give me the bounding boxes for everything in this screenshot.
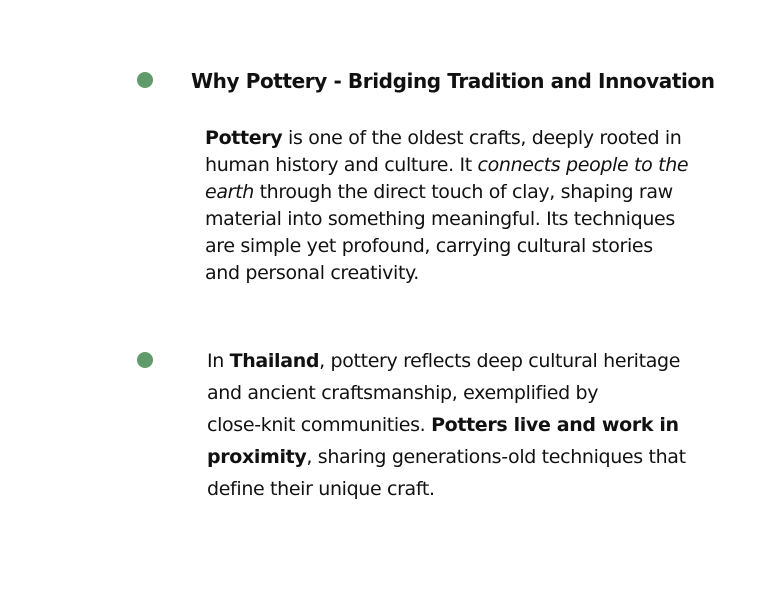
thailand-paragraph: In Thailand, pottery reflects deep cultu… <box>207 345 762 505</box>
green-dot-bullet-icon <box>137 72 153 88</box>
pottery-paragraph: Pottery is one of the oldest crafts, dee… <box>205 125 760 287</box>
text-run: close-knit communities. <box>207 414 432 436</box>
bold-term: Potters live and work in <box>431 414 679 436</box>
bold-term: proximity <box>207 446 307 468</box>
text-run: is one of the oldest crafts, deeply root… <box>282 127 682 149</box>
italic-phrase: connects people to the <box>477 154 689 176</box>
text-run: , sharing generations-old techniques tha… <box>306 446 686 468</box>
paragraph-line: define their unique craft. <box>207 478 435 500</box>
green-dot-bullet-icon <box>137 352 153 368</box>
text-run: In <box>207 350 230 372</box>
text-run: human history and culture. It <box>205 154 478 176</box>
paragraph-line: human history and culture. It connects p… <box>205 152 760 179</box>
paragraph-line: proximity, sharing generations-old techn… <box>207 441 762 473</box>
italic-phrase: earth <box>205 181 254 203</box>
paragraph-line: In Thailand, pottery reflects deep cultu… <box>207 345 762 377</box>
paragraph-line: Pottery is one of the oldest crafts, dee… <box>205 125 760 152</box>
text-run: , pottery reflects deep cultural heritag… <box>319 350 681 372</box>
paragraph-line: and personal creativity. <box>205 262 419 284</box>
paragraph-line: are simple yet profound, carrying cultur… <box>205 235 653 257</box>
text-run: through the direct touch of clay, shapin… <box>253 181 674 203</box>
section-heading: Why Pottery - Bridging Tradition and Inn… <box>191 69 715 93</box>
paragraph-line: close-knit communities. Potters live and… <box>207 409 762 441</box>
bold-term: Pottery <box>205 127 283 149</box>
paragraph-line: material into something meaningful. Its … <box>205 208 675 230</box>
paragraph-line: and ancient craftsmanship, exemplified b… <box>207 382 599 404</box>
bold-term: Thailand <box>229 350 320 372</box>
paragraph-line: earth through the direct touch of clay, … <box>205 179 760 206</box>
